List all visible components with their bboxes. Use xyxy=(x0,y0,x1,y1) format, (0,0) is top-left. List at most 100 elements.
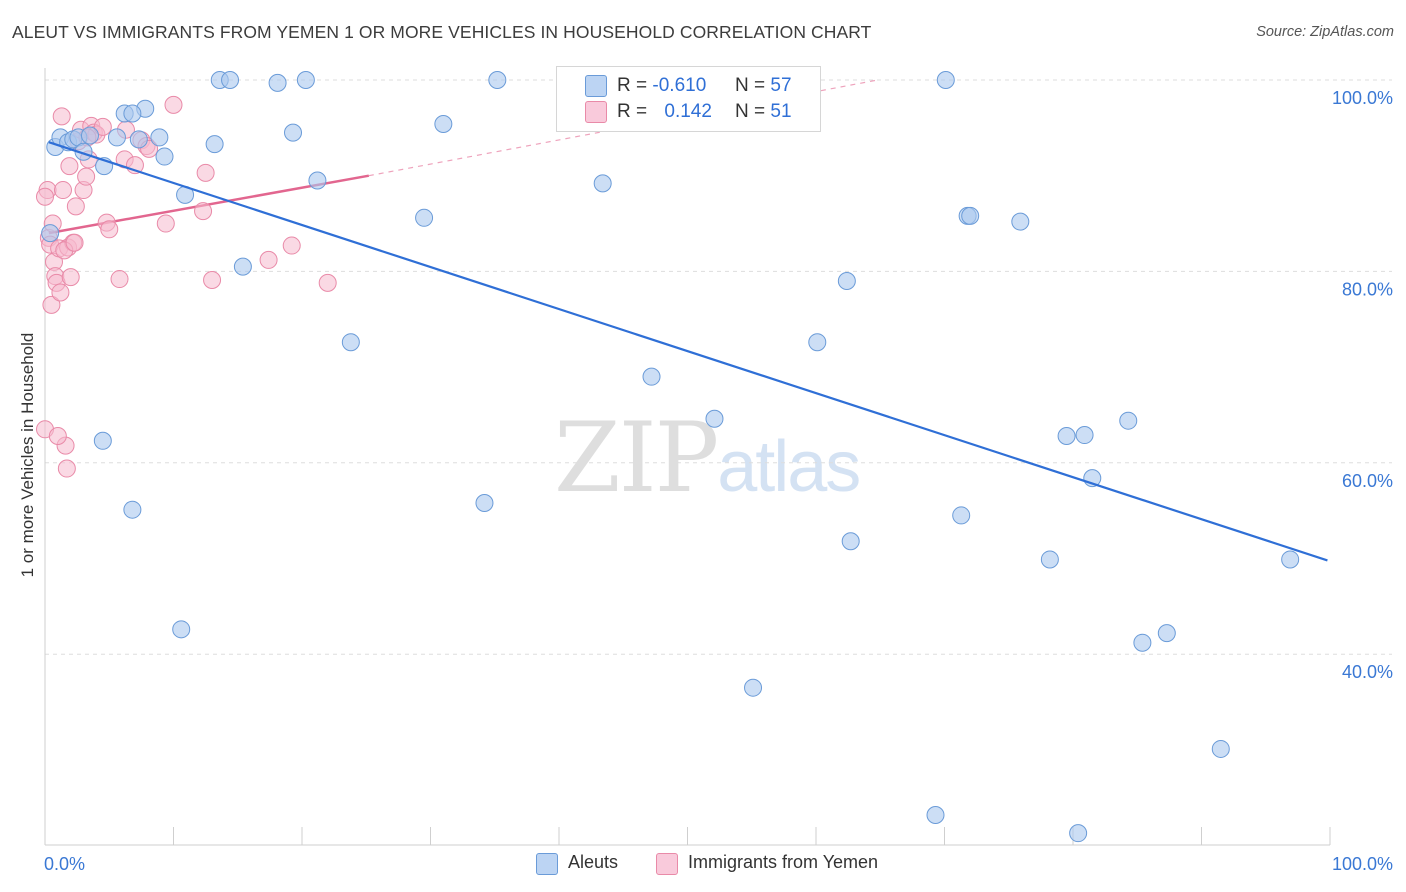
bottom-legend-label-yemen: Immigrants from Yemen xyxy=(688,852,879,872)
point-aleut-21 xyxy=(284,123,303,142)
points-aleuts xyxy=(41,71,1300,843)
point-aleut-39 xyxy=(952,506,971,525)
point-aleut-35 xyxy=(837,271,856,290)
n-value-aleuts: 57 xyxy=(770,75,792,96)
point-aleut-32 xyxy=(744,678,763,697)
point-aleut-7 xyxy=(80,126,99,145)
point-yemen-41 xyxy=(259,250,278,269)
y-tick-label-0: 40.0% xyxy=(1342,662,1393,682)
tick-labels: 40.0% 60.0% 80.0% 100.0% 0.0% 100.0% xyxy=(44,88,1393,874)
watermark-zip: ZIP xyxy=(554,402,719,514)
y-tick-label-2: 80.0% xyxy=(1342,279,1393,299)
trend-group-aleuts xyxy=(48,141,1328,562)
bottom-legend-swatch-aleuts xyxy=(536,853,558,875)
axes xyxy=(44,68,1331,846)
y-axis-label: 1 or more Vehicles in Household xyxy=(18,332,37,578)
point-aleut-36 xyxy=(841,532,860,551)
point-yemen-14 xyxy=(60,157,79,176)
bottom-legend-swatch-yemen xyxy=(656,853,678,875)
point-aleut-28 xyxy=(475,493,494,512)
point-aleut-51 xyxy=(1211,739,1230,758)
legend-swatch-yemen xyxy=(585,101,607,123)
point-aleut-31 xyxy=(705,409,724,428)
point-aleut-22 xyxy=(296,71,315,89)
point-aleut-42 xyxy=(1011,212,1030,231)
point-yemen-8 xyxy=(51,283,70,302)
bottom-legend-label-aleuts: Aleuts xyxy=(568,852,619,872)
point-aleut-43 xyxy=(1040,550,1059,569)
point-aleut-25 xyxy=(415,208,434,227)
point-aleut-29 xyxy=(593,174,612,193)
point-yemen-3 xyxy=(42,295,61,314)
legend-n-aleuts: N = 57 xyxy=(735,75,792,97)
r-label: R = xyxy=(617,101,648,122)
point-yemen-44 xyxy=(36,187,54,206)
legend-swatch-aleuts xyxy=(585,75,607,97)
point-aleut-19 xyxy=(233,257,252,276)
point-aleut-26 xyxy=(434,115,453,134)
point-yemen-9 xyxy=(52,107,71,126)
point-aleut-46 xyxy=(1075,426,1094,445)
r-label: R = xyxy=(617,75,648,96)
x-tick-label-1: 100.0% xyxy=(1332,854,1393,874)
point-aleut-49 xyxy=(1133,633,1152,652)
r-value-aleuts: -0.610 xyxy=(652,75,707,96)
legend-r-aleuts: R = -0.610 xyxy=(617,75,706,97)
point-yemen-40 xyxy=(203,271,222,290)
point-aleut-53 xyxy=(123,104,142,123)
point-yemen-12 xyxy=(57,459,76,478)
point-aleut-13 xyxy=(150,128,169,147)
chart-title: ALEUT VS IMMIGRANTS FROM YEMEN 1 OR MORE… xyxy=(12,22,872,42)
point-aleut-27 xyxy=(488,71,507,89)
correlation-legend: R = -0.610 N = 57 R = 0.142 N = 51 xyxy=(556,66,821,132)
point-aleut-37 xyxy=(936,71,955,89)
point-yemen-10 xyxy=(53,181,72,200)
y-tick-label-3: 100.0% xyxy=(1332,88,1393,108)
point-yemen-29 xyxy=(110,270,129,289)
watermark-atlas: atlas xyxy=(717,427,861,507)
point-yemen-49 xyxy=(65,233,84,252)
legend-n-yemen: N = 51 xyxy=(735,101,792,123)
point-aleut-38 xyxy=(926,805,945,824)
point-aleut-34 xyxy=(808,333,827,352)
point-aleut-9 xyxy=(107,128,126,147)
grid-lines xyxy=(45,79,1392,655)
n-label: N = xyxy=(735,75,766,96)
r-value-yemen: 0.142 xyxy=(664,101,712,122)
point-aleut-20 xyxy=(268,73,287,92)
point-aleut-56 xyxy=(172,620,191,639)
point-yemen-17 xyxy=(66,197,85,216)
source-label: Source: ZipAtlas.com xyxy=(1256,24,1394,40)
legend-r-yemen: R = 0.142 xyxy=(617,101,712,123)
point-aleut-24 xyxy=(341,333,360,352)
point-aleut-48 xyxy=(1119,411,1138,430)
trend-line-aleuts xyxy=(48,141,1328,562)
point-aleut-54 xyxy=(93,431,112,450)
point-yemen-36 xyxy=(156,214,175,233)
point-yemen-46 xyxy=(48,427,67,446)
point-aleut-45 xyxy=(1069,824,1088,843)
point-yemen-15 xyxy=(61,268,80,287)
point-aleut-50 xyxy=(1157,624,1176,643)
point-aleut-16 xyxy=(205,135,224,154)
point-aleut-55 xyxy=(123,500,142,519)
point-aleut-41 xyxy=(961,206,980,225)
y-tick-label-1: 60.0% xyxy=(1342,471,1393,491)
point-yemen-26 xyxy=(93,117,112,136)
point-aleut-11 xyxy=(129,130,148,149)
point-aleut-30 xyxy=(642,367,661,386)
point-yemen-21 xyxy=(77,167,96,186)
point-yemen-39 xyxy=(196,163,215,182)
x-tick-label-0: 0.0% xyxy=(44,854,85,874)
point-aleut-18 xyxy=(221,71,240,89)
point-yemen-42 xyxy=(282,236,301,255)
point-aleut-23 xyxy=(308,171,327,190)
point-aleut-52 xyxy=(1281,550,1300,569)
point-aleut-14 xyxy=(155,147,174,166)
point-yemen-43 xyxy=(318,273,337,292)
point-yemen-37 xyxy=(164,95,183,114)
n-value-yemen: 51 xyxy=(770,101,792,122)
point-yemen-28 xyxy=(100,220,119,239)
point-aleut-0 xyxy=(41,224,60,243)
